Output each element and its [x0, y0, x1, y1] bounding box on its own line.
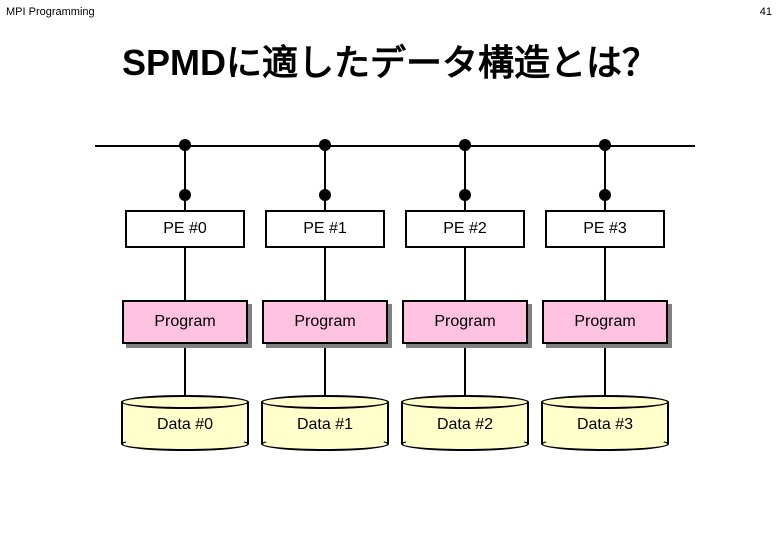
drop-line [604, 145, 606, 195]
program-label: Program [434, 313, 495, 331]
program-label: Program [294, 313, 355, 331]
program-box: Program [542, 300, 668, 344]
pe-label: PE #1 [303, 220, 347, 238]
connector-line [184, 348, 186, 395]
spmd-diagram: PE #0 Program Data #0 PE #1 Program Data #1 PE… [0, 120, 780, 520]
data-label: Data #2 [401, 395, 529, 451]
pe-label: PE #0 [163, 220, 207, 238]
program-box: Program [402, 300, 528, 344]
data-cylinder: Data #1 [261, 395, 389, 451]
program-box: Program [122, 300, 248, 344]
connector-line [184, 248, 186, 300]
connector-line [464, 248, 466, 300]
data-cylinder: Data #0 [121, 395, 249, 451]
data-label: Data #1 [261, 395, 389, 451]
connector-line [324, 248, 326, 300]
pe-box: PE #2 [405, 210, 525, 248]
data-label: Data #3 [541, 395, 669, 451]
program-face: Program [402, 300, 528, 344]
connector-line [184, 195, 186, 210]
pe-box: PE #1 [265, 210, 385, 248]
slide-number: 41 [760, 6, 772, 18]
data-cylinder: Data #2 [401, 395, 529, 451]
connector-line [604, 195, 606, 210]
program-face: Program [122, 300, 248, 344]
drop-line [184, 145, 186, 195]
program-label: Program [574, 313, 635, 331]
connector-line [464, 195, 466, 210]
program-face: Program [262, 300, 388, 344]
program-face: Program [542, 300, 668, 344]
header-left-text: MPI Programming [6, 6, 95, 18]
connector-line [604, 348, 606, 395]
connector-line [464, 348, 466, 395]
connector-line [604, 248, 606, 300]
data-cylinder: Data #3 [541, 395, 669, 451]
drop-line [464, 145, 466, 195]
drop-line [324, 145, 326, 195]
pe-label: PE #3 [583, 220, 627, 238]
program-label: Program [154, 313, 215, 331]
data-label: Data #0 [121, 395, 249, 451]
connector-line [324, 195, 326, 210]
pe-label: PE #2 [443, 220, 487, 238]
program-box: Program [262, 300, 388, 344]
connector-line [324, 348, 326, 395]
slide-title: SPMDに適したデータ構造とは？ [0, 34, 780, 86]
pe-box: PE #0 [125, 210, 245, 248]
pe-box: PE #3 [545, 210, 665, 248]
